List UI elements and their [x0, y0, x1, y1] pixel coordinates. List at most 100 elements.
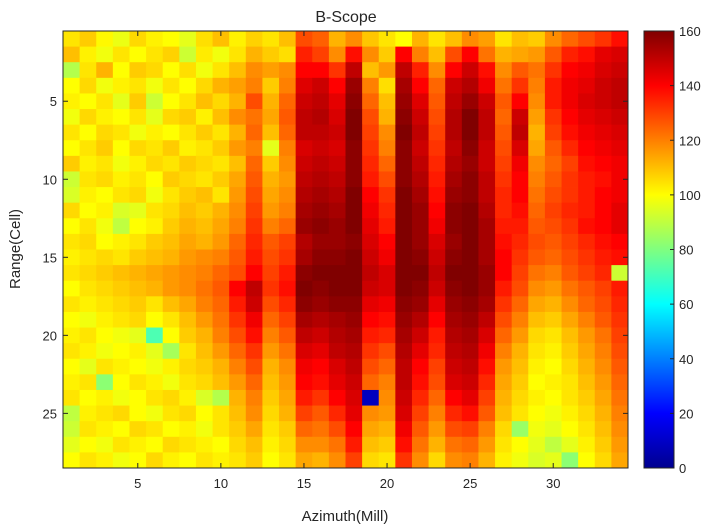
heatmap-cell — [528, 436, 546, 453]
heatmap-cell — [445, 374, 463, 391]
heatmap-cell — [561, 93, 579, 110]
heatmap-cell — [262, 124, 280, 141]
heatmap-cell — [312, 124, 330, 141]
heatmap-cell — [195, 374, 213, 391]
heatmap-cell — [279, 343, 297, 360]
heatmap-cell — [96, 343, 114, 360]
heatmap-cell — [594, 155, 612, 172]
heatmap-cell — [179, 93, 197, 110]
heatmap-cell — [229, 93, 247, 110]
heatmap-cell — [96, 296, 114, 313]
heatmap-cell — [129, 421, 147, 438]
heatmap-cell — [578, 436, 596, 453]
heatmap-cell — [328, 77, 346, 94]
heatmap-cell — [544, 311, 562, 328]
heatmap-cell — [461, 202, 479, 219]
heatmap-cell — [279, 405, 297, 422]
heatmap-cell — [511, 280, 529, 297]
heatmap-cell — [478, 62, 496, 79]
heatmap-cell — [362, 124, 380, 141]
heatmap-cell — [212, 187, 230, 204]
heatmap-cell — [162, 265, 180, 282]
heatmap-cell — [112, 187, 130, 204]
heatmap-cell — [561, 46, 579, 63]
heatmap-cell — [96, 62, 114, 79]
heatmap-cell — [162, 452, 180, 469]
heatmap-cell — [611, 374, 629, 391]
heatmap-cell — [511, 77, 529, 94]
colorbar-tick-label: 100 — [679, 188, 701, 203]
heatmap-cell — [229, 389, 247, 406]
heatmap-cell — [146, 358, 164, 375]
heatmap-cell — [279, 171, 297, 188]
heatmap-cell — [478, 389, 496, 406]
heatmap-cell — [212, 374, 230, 391]
x-tick-label: 10 — [214, 476, 228, 491]
heatmap-cell — [146, 233, 164, 250]
heatmap-cell — [112, 265, 130, 282]
heatmap-cell — [345, 436, 363, 453]
heatmap-cell — [295, 155, 313, 172]
heatmap-cell — [312, 46, 330, 63]
heatmap-cell — [63, 202, 81, 219]
heatmap-cell — [63, 93, 81, 110]
heatmap-cell — [611, 187, 629, 204]
heatmap-cell — [378, 155, 396, 172]
heatmap-cell — [96, 202, 114, 219]
colorbar-tick-label: 120 — [679, 133, 701, 148]
heatmap-cell — [129, 311, 147, 328]
heatmap-cell — [96, 389, 114, 406]
heatmap-cell — [461, 327, 479, 344]
heatmap-cell — [561, 405, 579, 422]
heatmap-cell — [395, 405, 413, 422]
heatmap-cell — [511, 421, 529, 438]
heatmap-cell — [478, 421, 496, 438]
heatmap-cell — [544, 265, 562, 282]
heatmap-cell — [162, 46, 180, 63]
heatmap-cell — [262, 311, 280, 328]
heatmap-cell — [611, 421, 629, 438]
heatmap-cell — [544, 280, 562, 297]
heatmap-cell — [79, 436, 97, 453]
heatmap-cell — [195, 265, 213, 282]
heatmap-cell — [395, 187, 413, 204]
heatmap-cell — [195, 62, 213, 79]
heatmap-cell — [112, 31, 130, 48]
heatmap-cell — [295, 218, 313, 235]
heatmap-cell — [511, 249, 529, 266]
heatmap-cell — [162, 140, 180, 157]
heatmap-cell — [544, 421, 562, 438]
heatmap-cell — [378, 171, 396, 188]
heatmap-cell — [162, 187, 180, 204]
heatmap-cell — [594, 233, 612, 250]
heatmap-cell — [362, 311, 380, 328]
heatmap-cell — [461, 155, 479, 172]
heatmap-cell — [96, 77, 114, 94]
heatmap-cell — [478, 311, 496, 328]
heatmap-cell — [528, 93, 546, 110]
heatmap-cell — [495, 311, 513, 328]
heatmap-cell — [561, 265, 579, 282]
heatmap-cell — [229, 140, 247, 157]
heatmap-cell — [79, 77, 97, 94]
heatmap-cell — [395, 62, 413, 79]
heatmap-cell — [544, 109, 562, 126]
heatmap-cell — [112, 155, 130, 172]
heatmap-cell — [461, 124, 479, 141]
heatmap-cell — [428, 93, 446, 110]
heatmap-cell — [162, 202, 180, 219]
heatmap-cell — [495, 374, 513, 391]
heatmap-cell — [212, 62, 230, 79]
heatmap-cell — [63, 249, 81, 266]
heatmap-cell — [411, 421, 429, 438]
heatmap-cell — [578, 124, 596, 141]
heatmap-cell — [378, 296, 396, 313]
heatmap-cell — [611, 109, 629, 126]
heatmap-cell — [411, 140, 429, 157]
heatmap-cell — [129, 202, 147, 219]
heatmap-cell — [328, 140, 346, 157]
heatmap-cell — [96, 436, 114, 453]
heatmap-cell — [411, 187, 429, 204]
heatmap-cell — [495, 77, 513, 94]
heatmap-cell — [262, 436, 280, 453]
